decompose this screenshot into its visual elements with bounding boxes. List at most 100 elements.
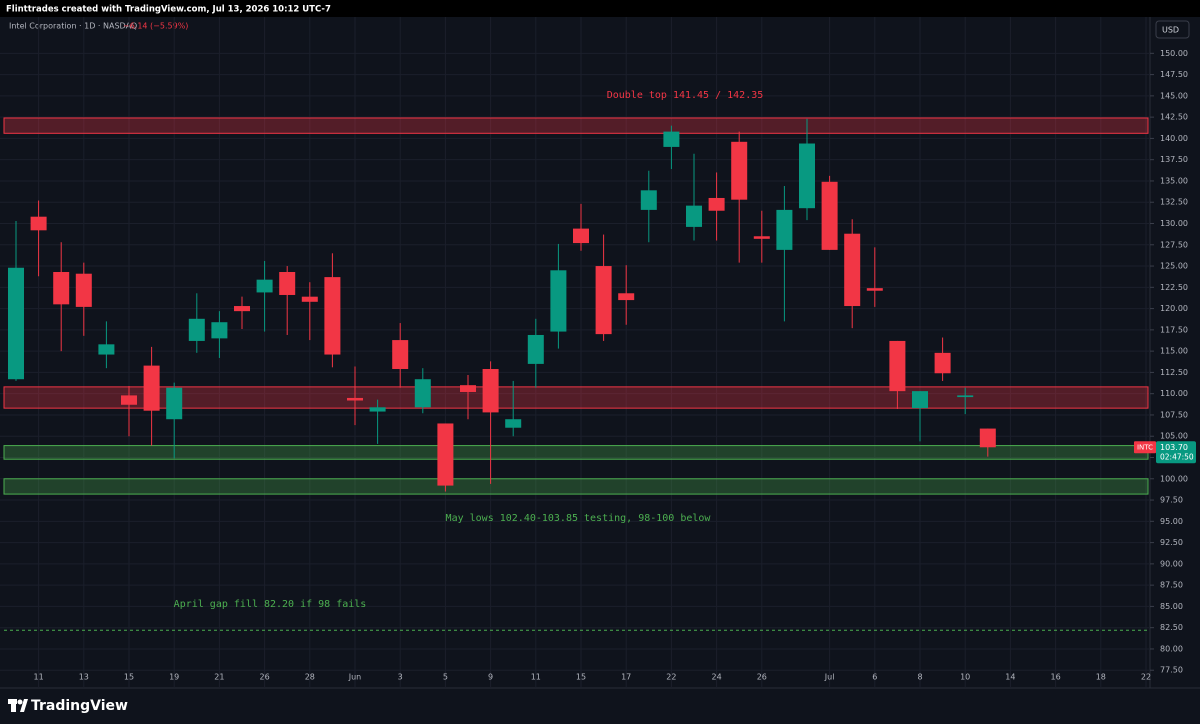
y-tick-label: 87.50 bbox=[1160, 581, 1183, 590]
candle-body bbox=[527, 334, 544, 364]
x-tick-label: 28 bbox=[305, 673, 315, 682]
logo-part bbox=[11, 699, 16, 712]
x-tick-label: 14 bbox=[1005, 673, 1015, 682]
candle-body bbox=[844, 233, 861, 307]
y-tick-label: 80.00 bbox=[1160, 644, 1183, 653]
candle-body bbox=[889, 340, 906, 392]
x-tick-label: 26 bbox=[757, 673, 767, 682]
candle-body bbox=[143, 365, 160, 411]
x-tick-label: Jul bbox=[824, 673, 835, 682]
y-tick-label: 110.00 bbox=[1160, 389, 1188, 398]
zone bbox=[3, 386, 1149, 409]
annotation: Double top 141.45 / 142.35 bbox=[607, 90, 764, 101]
y-tick-label: 127.50 bbox=[1160, 240, 1188, 249]
top-bar bbox=[0, 0, 1200, 17]
y-tick-label: 92.50 bbox=[1160, 538, 1183, 547]
candle-body bbox=[866, 288, 883, 291]
candle-body bbox=[957, 395, 974, 398]
candle-body bbox=[256, 279, 273, 293]
y-tick-label: 115.00 bbox=[1160, 347, 1188, 356]
y-tick-label: 95.00 bbox=[1160, 517, 1183, 526]
y-tick-label: 142.50 bbox=[1160, 113, 1188, 122]
candle-body bbox=[347, 397, 363, 401]
x-tick-label: 15 bbox=[576, 673, 586, 682]
zone bbox=[3, 478, 1149, 495]
x-tick-label: 6 bbox=[872, 673, 877, 682]
x-tick-label: 21 bbox=[214, 673, 224, 682]
x-tick-label: 13 bbox=[79, 673, 89, 682]
candle-body bbox=[618, 293, 635, 301]
y-tick-label: 140.00 bbox=[1160, 134, 1188, 143]
currency[interactable]: USD bbox=[1162, 26, 1179, 35]
candle-body bbox=[53, 272, 70, 305]
candle-body bbox=[30, 216, 47, 231]
candle-body bbox=[550, 270, 567, 332]
x-tick-label: 15 bbox=[124, 673, 134, 682]
y-tick-label: 147.50 bbox=[1160, 70, 1188, 79]
symbol-tag bbox=[1134, 441, 1156, 454]
zone bbox=[3, 445, 1149, 460]
candle-body bbox=[979, 428, 996, 448]
y-tick-label: 145.00 bbox=[1160, 91, 1188, 100]
y-tick-label: 82.50 bbox=[1160, 623, 1183, 632]
candle-body bbox=[776, 209, 793, 250]
y-tick-label: 130.00 bbox=[1160, 219, 1188, 228]
x-tick-label: 9 bbox=[488, 673, 493, 682]
candle-body bbox=[211, 322, 228, 339]
candle-body bbox=[708, 197, 725, 211]
candle-body bbox=[821, 181, 838, 250]
y-tick-label: 97.50 bbox=[1160, 496, 1183, 505]
candle-body bbox=[731, 141, 748, 200]
currency-box[interactable] bbox=[1155, 20, 1190, 39]
y-tick-label: 100.00 bbox=[1160, 474, 1188, 483]
x-tick-label: 17 bbox=[621, 673, 631, 682]
y-tick-label: 122.50 bbox=[1160, 283, 1188, 292]
x-tick-label: 16 bbox=[1051, 673, 1061, 682]
candle-body bbox=[98, 344, 115, 355]
candle-body bbox=[573, 228, 589, 244]
y-tick-label: 112.50 bbox=[1160, 368, 1188, 377]
price-tag bbox=[1156, 441, 1196, 464]
y-tick-label: 135.00 bbox=[1160, 176, 1188, 185]
logo-part bbox=[17, 699, 23, 705]
y-tick-label: 150.00 bbox=[1160, 49, 1188, 58]
x-tick-label: 3 bbox=[398, 673, 403, 682]
candle-body bbox=[369, 407, 386, 412]
x-tick-label: 5 bbox=[443, 673, 448, 682]
candle-body bbox=[912, 391, 928, 409]
y-tick-label: 77.50 bbox=[1160, 666, 1183, 675]
zone bbox=[3, 117, 1149, 134]
x-tick-label: 10 bbox=[960, 673, 970, 682]
candle-body bbox=[595, 266, 612, 335]
annotation: May lows 102.40-103.85 testing, 98-100 b… bbox=[446, 513, 712, 524]
y-tick-label: 120.00 bbox=[1160, 304, 1188, 313]
candle-body bbox=[166, 387, 183, 420]
candle-body bbox=[686, 205, 702, 227]
price-tag-label: 103.70 bbox=[1160, 443, 1188, 452]
countdown: 02:47:50 bbox=[1160, 452, 1194, 461]
y-tick-label: 85.00 bbox=[1160, 602, 1183, 611]
y-tick-label: 137.50 bbox=[1160, 155, 1188, 164]
brand: TradingView bbox=[31, 698, 128, 714]
candle-body bbox=[460, 385, 476, 392]
brand-logo bbox=[8, 699, 28, 712]
y-tick-label: 105.00 bbox=[1160, 432, 1188, 441]
candle-body bbox=[482, 369, 499, 413]
candle-body bbox=[414, 379, 431, 408]
logo-part bbox=[20, 699, 28, 712]
x-tick-label: 19 bbox=[169, 673, 179, 682]
candle-body bbox=[301, 296, 318, 302]
candle-body bbox=[437, 423, 454, 486]
x-tick-label: Jun bbox=[348, 673, 362, 682]
plot bbox=[0, 17, 1150, 688]
y-tick-label: 90.00 bbox=[1160, 559, 1183, 568]
y-tick-label: 125.00 bbox=[1160, 262, 1188, 271]
candle-body bbox=[799, 143, 815, 209]
y-tick-label: 107.50 bbox=[1160, 410, 1188, 419]
x-tick-label: 11 bbox=[531, 673, 541, 682]
candle-body bbox=[188, 318, 205, 341]
candle-body bbox=[753, 236, 770, 239]
x-tick-label: 11 bbox=[34, 673, 44, 682]
